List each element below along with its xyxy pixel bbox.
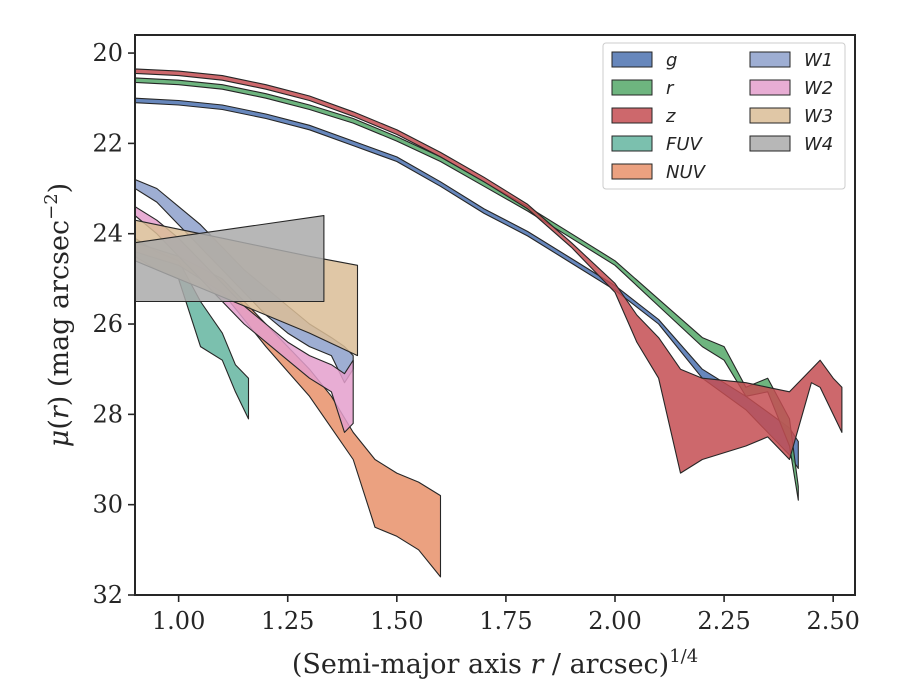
band-r [135,77,799,501]
band-z [135,68,843,474]
y-tick-label: 28 [92,400,123,428]
x-tick-label: 1.00 [152,607,205,635]
legend-label-w3: W3 [804,106,833,127]
x-tick-label: 1.50 [370,607,423,635]
legend-label-w2: W2 [804,78,833,99]
y-axis: 20 22 24 26 28 30 32 [92,39,135,609]
band-g [135,97,799,470]
legend-swatch-nuv [611,163,653,180]
legend-swatch-r [611,79,653,96]
legend-label-nuv: NUV [666,162,707,183]
y-tick-label: 20 [92,39,123,67]
legend-swatch-z [611,107,653,124]
legend-label-r: r [666,78,675,99]
legend-swatch-w4 [749,135,791,152]
x-axis-label: (Semi-major axis r / arcsec)1/4 [292,646,698,680]
x-tick-label: 2.00 [588,607,641,635]
y-tick-label: 32 [92,581,123,609]
y-axis-label: μ(r) (mag arcsec−2) [41,183,75,447]
x-axis: 1.00 1.25 1.50 1.75 2.00 2.25 2.50 [152,595,860,635]
series-layer [135,68,843,578]
y-tick-label: 22 [92,129,123,157]
legend: grz FUV NUV W1 W2 W3 W4 [602,42,846,190]
y-tick-label: 24 [92,220,123,248]
plot-frame [134,34,856,596]
legend-label-fuv: FUV [666,134,704,155]
legend-swatch-w3 [749,107,791,124]
y-tick-label: 30 [92,491,123,519]
legend-label-w4: W4 [804,134,833,155]
x-tick-label: 1.25 [261,607,314,635]
legend-label-w1: W1 [804,50,833,71]
legend-swatch-g [611,51,653,68]
legend-label-z: z [665,106,676,127]
y-tick-label: 26 [92,310,123,338]
legend-swatch-fuv [611,135,653,152]
band-w4 [135,215,325,303]
legend-swatch-w2 [749,79,791,96]
x-tick-label: 2.50 [806,607,859,635]
legend-label-g: g [666,50,677,71]
x-tick-label: 1.75 [479,607,532,635]
legend-swatch-w1 [749,51,791,68]
x-tick-label: 2.25 [697,607,750,635]
